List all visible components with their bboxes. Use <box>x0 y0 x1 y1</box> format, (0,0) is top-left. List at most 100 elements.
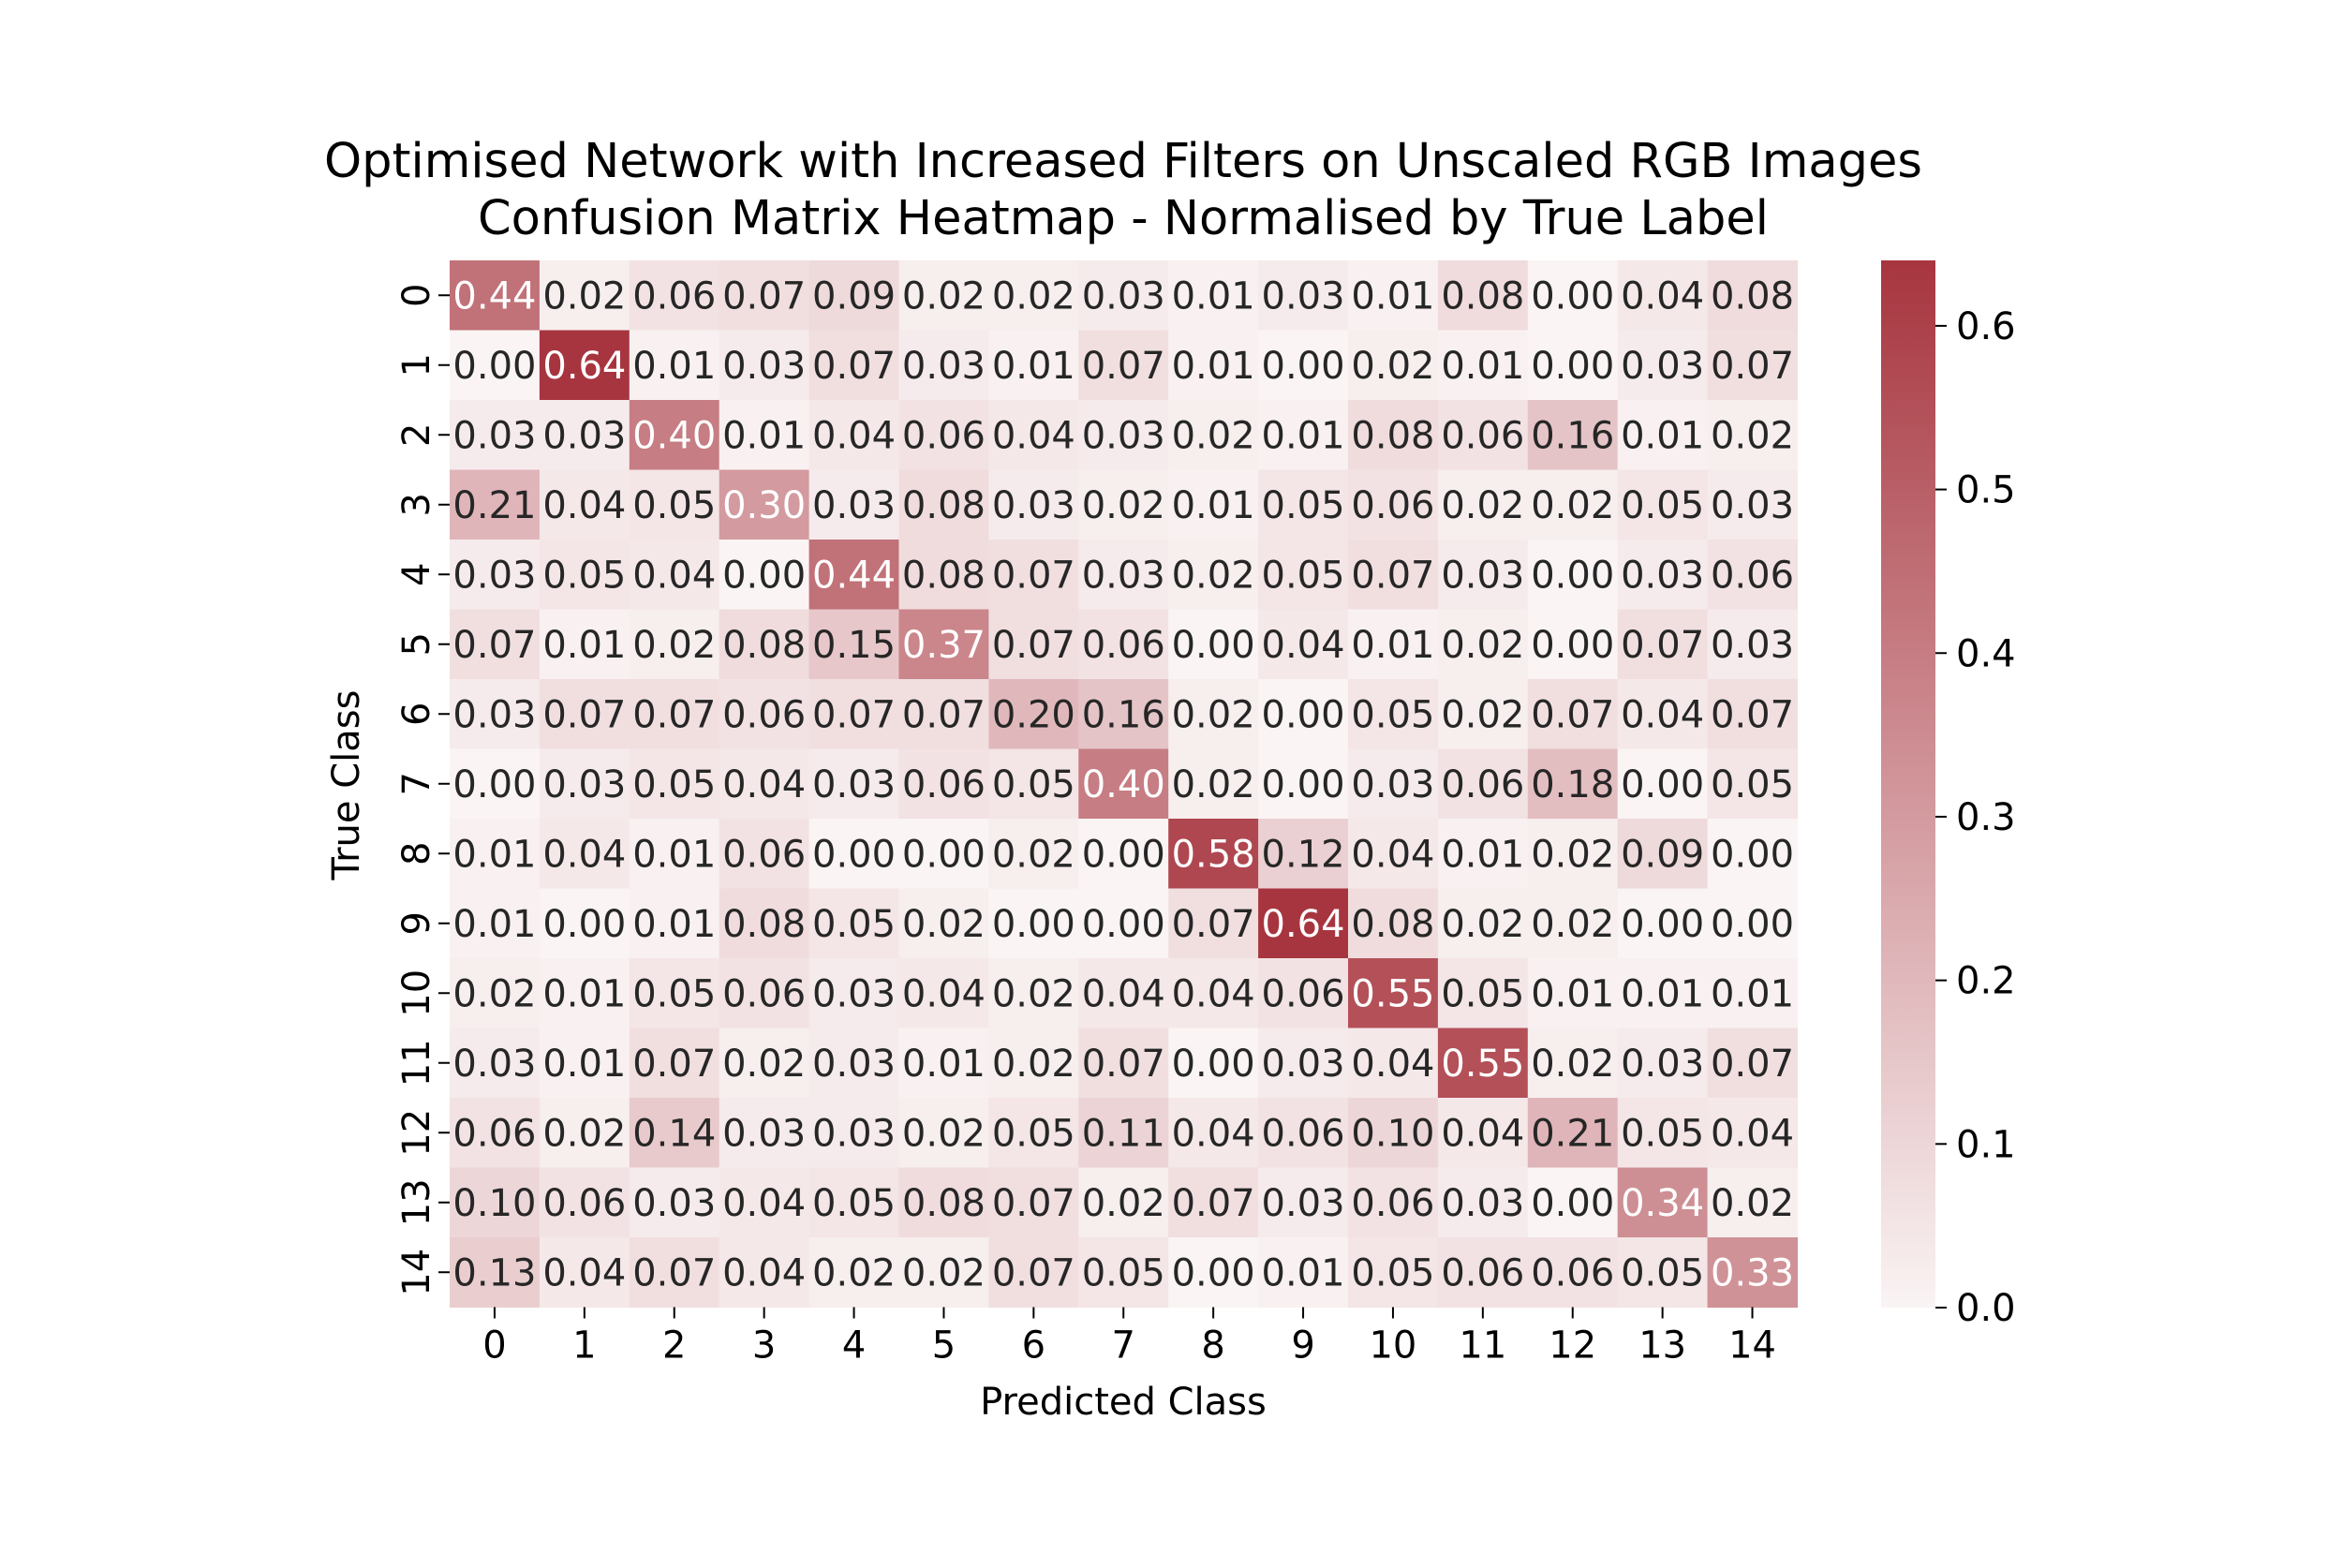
cell-value-label: 0.21 <box>1531 1112 1614 1155</box>
heatmap-cell <box>1437 958 1529 1029</box>
cell-value-label: 0.13 <box>452 1251 536 1294</box>
cell-value-label: 0.04 <box>722 763 806 806</box>
heatmap-cell <box>629 1167 720 1238</box>
cell-value-label: 0.01 <box>1711 972 1794 1015</box>
heatmap-cell <box>1348 819 1439 890</box>
cell-value-label: 0.05 <box>542 554 626 597</box>
cell-value-label: 0.04 <box>1621 274 1704 318</box>
cell-value-label: 0.04 <box>992 414 1075 457</box>
cell-value-label: 0.00 <box>812 833 896 876</box>
heatmap-cell <box>719 819 810 890</box>
cell-value-label: 0.03 <box>1711 484 1794 527</box>
heatmap-cell <box>1437 260 1529 332</box>
heatmap-cell <box>629 1028 720 1099</box>
heatmap-cell <box>1617 609 1709 680</box>
heatmap-cell <box>1258 888 1349 959</box>
cell-value-label: 0.04 <box>542 833 626 876</box>
heatmap-cell <box>1527 330 1619 401</box>
cell-value-label: 0.02 <box>1082 1182 1165 1225</box>
cell-value-label: 0.06 <box>1441 763 1524 806</box>
cell-value-label: 0.02 <box>992 274 1075 318</box>
heatmap-cell <box>719 679 810 750</box>
cell-value-label: 0.12 <box>1262 833 1345 876</box>
cell-value-label: 0.05 <box>992 763 1075 806</box>
cell-value-label: 0.06 <box>1082 624 1165 667</box>
heatmap-cell <box>1168 819 1259 890</box>
x-tick-label: 12 <box>1549 1324 1596 1368</box>
heatmap-cell <box>450 260 541 332</box>
cell-value-label: 0.02 <box>1711 1182 1794 1225</box>
cell-value-label: 0.02 <box>992 972 1075 1015</box>
heatmap-cell <box>1258 609 1349 680</box>
heatmap-cell <box>719 1237 810 1309</box>
cell-value-label: 0.06 <box>1262 1112 1345 1155</box>
heatmap-cell <box>988 469 1079 540</box>
heatmap-cell <box>629 609 720 680</box>
cell-value-label: 0.04 <box>1711 1112 1794 1155</box>
cell-value-label: 0.02 <box>1172 414 1255 457</box>
cell-value-label: 0.06 <box>722 972 806 1015</box>
cell-value-label: 0.02 <box>992 1043 1075 1086</box>
heatmap-cell <box>450 819 541 890</box>
y-tick-label: 11 <box>395 1039 438 1087</box>
cell-value-label: 0.00 <box>1531 274 1614 318</box>
heatmap-cell <box>1078 1098 1169 1169</box>
cell-value-label: 0.04 <box>1172 1112 1255 1155</box>
heatmap-cell <box>1437 748 1529 820</box>
heatmap-cell <box>1078 1028 1169 1099</box>
cell-value-label: 0.55 <box>1441 1043 1524 1086</box>
cell-value-label: 0.06 <box>1351 484 1434 527</box>
cell-value-label: 0.08 <box>1351 903 1434 946</box>
cell-value-label: 0.08 <box>1441 274 1524 318</box>
heatmap-cell <box>539 330 630 401</box>
heatmap-cell <box>1707 609 1799 680</box>
cell-value-label: 0.03 <box>722 345 806 388</box>
x-tick-label: 0 <box>482 1324 506 1368</box>
heatmap-cell <box>898 1098 989 1169</box>
heatmap-cell <box>988 1167 1079 1238</box>
cell-value-label: 0.05 <box>1262 484 1345 527</box>
cell-value-label: 0.07 <box>1621 624 1704 667</box>
heatmap-cell <box>1258 260 1349 332</box>
x-tick-label: 13 <box>1638 1324 1686 1368</box>
heatmap-cell <box>1078 679 1169 750</box>
cell-value-label: 0.01 <box>1172 345 1255 388</box>
heatmap-cell <box>629 958 720 1029</box>
cell-value-label: 0.05 <box>812 1182 896 1225</box>
heatmap-cell <box>1617 748 1709 820</box>
cell-value-label: 0.05 <box>1621 1112 1704 1155</box>
heatmap-cell <box>539 1237 630 1309</box>
heatmap-cell <box>1348 679 1439 750</box>
heatmap-cell <box>1707 819 1799 890</box>
heatmap-cell <box>1437 1237 1529 1309</box>
cell-value-label: 0.03 <box>1621 345 1704 388</box>
cell-value-label: 0.03 <box>1082 554 1165 597</box>
heatmap-cell <box>1168 1237 1259 1309</box>
heatmap-cell <box>1707 1098 1799 1169</box>
cell-value-label: 0.01 <box>1262 1251 1345 1294</box>
heatmap-cell <box>1527 1237 1619 1309</box>
cell-value-label: 0.03 <box>1621 1043 1704 1086</box>
cell-value-label: 0.04 <box>722 1251 806 1294</box>
heatmap-cell <box>1168 609 1259 680</box>
cell-value-label: 0.02 <box>1082 484 1165 527</box>
cell-value-label: 0.11 <box>1082 1112 1165 1155</box>
cell-value-label: 0.44 <box>812 554 896 597</box>
heatmap-cell <box>1168 260 1259 332</box>
cell-value-label: 0.14 <box>632 1112 716 1155</box>
cell-value-label: 0.10 <box>452 1182 536 1225</box>
cell-value-label: 0.04 <box>722 1182 806 1225</box>
cell-value-label: 0.05 <box>1711 763 1794 806</box>
y-tick-label: 14 <box>395 1249 438 1296</box>
heatmap-cell <box>629 469 720 540</box>
cell-value-label: 0.07 <box>1711 1043 1794 1086</box>
cell-value-label: 0.03 <box>812 972 896 1015</box>
heatmap-cell <box>808 260 900 332</box>
heatmap-cell <box>1527 540 1619 611</box>
cell-value-label: 0.02 <box>542 274 626 318</box>
heatmap-cell <box>1168 679 1259 750</box>
cell-value-label: 0.00 <box>992 903 1075 946</box>
cell-value-label: 0.07 <box>1172 1182 1255 1225</box>
heatmap-cell <box>808 888 900 959</box>
heatmap-cell <box>1348 540 1439 611</box>
